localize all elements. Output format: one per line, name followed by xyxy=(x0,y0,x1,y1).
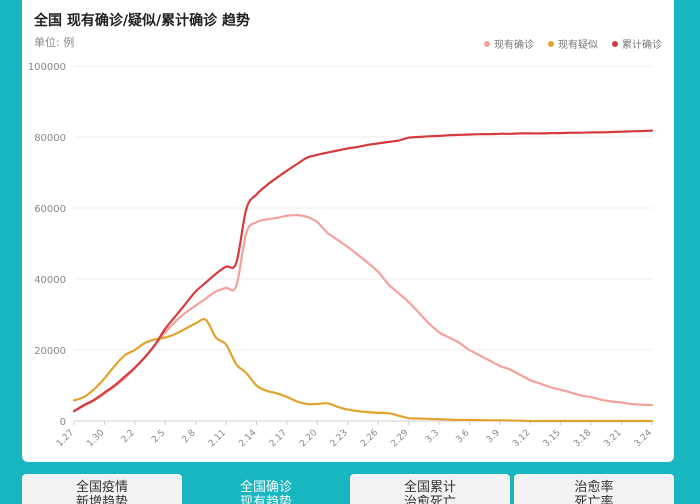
x-tick-label: 2.20 xyxy=(298,428,319,449)
x-tick-label: 3.6 xyxy=(454,428,471,445)
x-tick-label: 2.8 xyxy=(181,428,198,445)
x-tick-label: 2.11 xyxy=(207,428,228,449)
x-tick-label: 3.9 xyxy=(485,428,502,445)
x-tick-label: 3.18 xyxy=(572,428,593,449)
y-tick-label: 60000 xyxy=(34,204,66,215)
tab-label: 治愈率 xyxy=(574,480,614,495)
legend-label: 现有疑似 xyxy=(558,40,598,51)
x-tick-label: 3.21 xyxy=(602,428,623,449)
x-tick-label: 2.29 xyxy=(390,428,411,449)
x-tick-label: 3.15 xyxy=(542,428,563,449)
x-tick-label: 2.17 xyxy=(268,428,289,449)
legend-item-current-confirmed[interactable]: 现有确诊 xyxy=(484,36,534,51)
legend-dot-icon xyxy=(548,40,554,47)
legend-label: 累计确诊 xyxy=(622,40,662,51)
x-tick-label: 1.30 xyxy=(85,428,106,449)
tab-label: 全国确诊 xyxy=(239,480,292,495)
legend: 现有确诊 现有疑似 累计确诊 xyxy=(484,36,662,51)
x-tick-label: 3.3 xyxy=(424,428,441,445)
unit-label: 单位: 例 xyxy=(34,36,75,49)
y-tick-label: 80000 xyxy=(34,133,66,144)
tab-cured-dead[interactable]: 全国累计 治愈死亡 xyxy=(350,474,510,504)
series-line-current-suspected xyxy=(72,318,654,423)
y-tick-label: 40000 xyxy=(34,275,66,286)
chart-card: 全国 现有确诊/疑似/累计确诊 趋势 单位: 例 现有确诊 现有疑似 累计确诊 … xyxy=(22,0,674,462)
x-tick-label: 2.5 xyxy=(150,428,167,445)
x-tick-label: 2.14 xyxy=(237,428,258,449)
x-tick-label: 3.24 xyxy=(633,428,654,449)
chart-title: 全国 现有确诊/疑似/累计确诊 趋势 xyxy=(34,13,250,29)
x-tick-label: 2.2 xyxy=(120,428,137,445)
tab-label: 全国累计 xyxy=(403,480,456,495)
series-line-current-confirmed xyxy=(72,213,654,413)
legend-item-current-suspected[interactable]: 现有疑似 xyxy=(548,36,598,51)
line-chart: 0 20000 40000 60000 80000 100000 1.27 1.30 2.2 2.… xyxy=(28,62,654,449)
y-tick-label: 0 xyxy=(60,417,66,428)
x-tick-label: 3.12 xyxy=(511,428,532,449)
x-tick-label: 1.27 xyxy=(55,428,76,449)
tab-label: 全国疫情 xyxy=(75,480,128,495)
legend-dot-icon xyxy=(612,40,618,47)
series-line-cumulative-confirmed xyxy=(72,129,654,413)
legend-label: 现有确诊 xyxy=(494,40,534,51)
legend-dot-icon xyxy=(484,40,490,47)
y-tick-label: 20000 xyxy=(34,346,66,357)
x-tick-label: 2.26 xyxy=(359,428,380,449)
legend-item-cumulative-confirmed[interactable]: 累计确诊 xyxy=(612,36,662,51)
x-tick-label: 2.23 xyxy=(329,428,350,449)
tab-bar: 全国疫情 新增趋势 全国确诊 现有趋势 全国累计 治愈死亡 治愈率 死亡率 xyxy=(22,474,674,504)
y-tick-label: 100000 xyxy=(28,62,66,73)
